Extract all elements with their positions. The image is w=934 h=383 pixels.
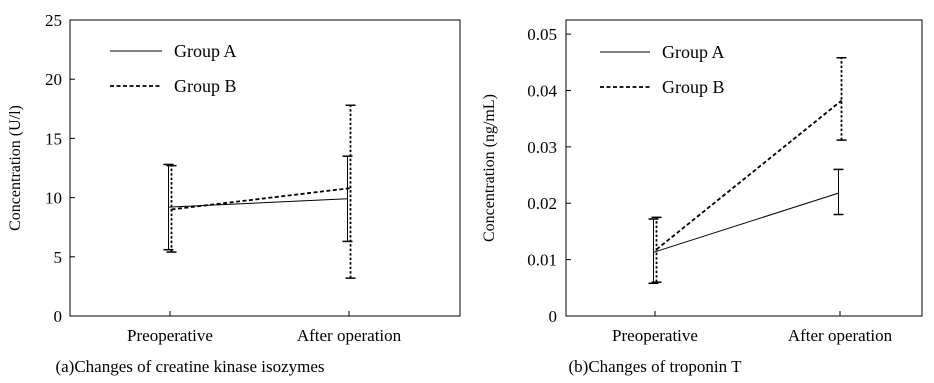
x-tick-label: After operation [788,326,893,345]
chart-panel-a: 0 5 10 15 20 25 Concentration (U/l) Preoperativ… [7,11,461,376]
x-tick-label: After operation [297,326,402,345]
series-line [653,192,839,253]
y-tick-label: 0 [54,307,63,326]
plot-frame [565,19,923,317]
y-tick-label: 10 [45,189,62,208]
y-tick-label: 25 [45,11,62,30]
y-tick-label: 5 [54,248,63,267]
y-tick-label: 0.05 [527,25,557,44]
y-axis-label: Concentration (ng/mL) [481,94,498,242]
series-group-a [163,155,353,251]
y-tick-label: 0.04 [527,81,557,100]
series-line [655,99,843,251]
series-group-b [651,57,847,283]
y-tick-label: 20 [45,70,62,89]
legend-label: Group A [174,41,237,61]
series-group-b [166,104,356,279]
x-tick-label: Preoperative [612,326,698,345]
y-tick-label: 0.01 [527,251,557,270]
y-axis-label: Concentration (U/l) [7,105,24,231]
chart-panel-b: 0 0.01 0.02 0.03 0.04 0.05 Concentration (ng/m… [481,19,923,376]
legend-label: Group A [662,42,725,62]
y-tick-label: 0.02 [527,194,557,213]
chart-caption: (b)Changes of troponin T [569,357,743,376]
y-tick-label: 15 [45,129,62,148]
y-tick-label: 0 [549,307,558,326]
plot-frame [69,19,461,317]
series-group-a [648,168,844,285]
x-tick-label: Preoperative [127,326,213,345]
series-line [171,187,351,211]
chart-caption: (a)Changes of creatine kinase isozymes [55,357,324,376]
legend-label: Group B [662,77,725,97]
y-tick-label: 0.03 [527,138,557,157]
legend-label: Group B [174,76,237,96]
